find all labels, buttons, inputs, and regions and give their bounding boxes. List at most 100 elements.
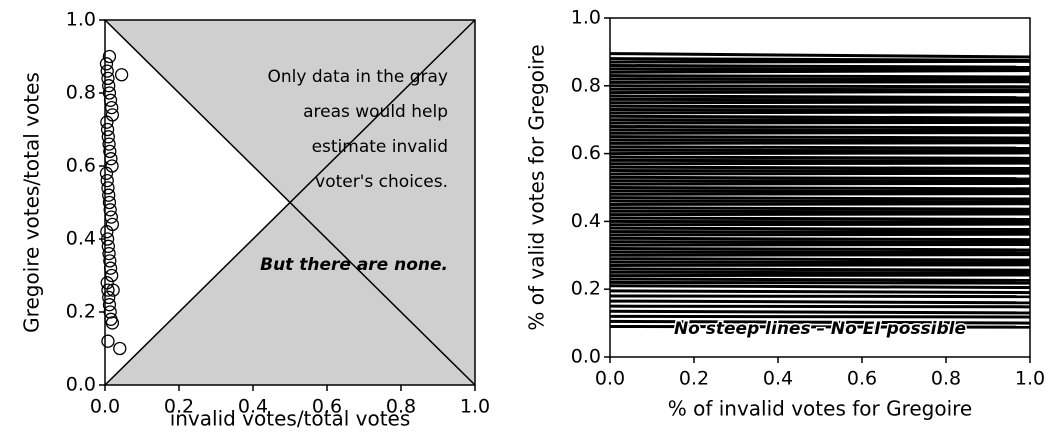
line [609, 165, 1031, 171]
line [609, 145, 1031, 150]
point [105, 316, 120, 330]
line [609, 236, 1031, 242]
x-tick-label: 0.6 [312, 396, 342, 418]
x-tick-label: 0.6 [847, 368, 877, 390]
line [609, 100, 1031, 105]
line [609, 179, 1031, 183]
line [609, 118, 1031, 122]
x-axis-label: invalid votes/total votes [170, 407, 411, 431]
line [609, 219, 1031, 224]
point [103, 144, 117, 159]
point [101, 239, 115, 253]
annotation: voter's choices. [315, 172, 448, 192]
line [609, 94, 1031, 100]
line [609, 222, 1031, 227]
line [609, 199, 1031, 204]
line [609, 294, 1031, 299]
line [609, 141, 1031, 145]
line [609, 171, 1031, 176]
point [103, 203, 117, 217]
annotation: But there are none. [260, 255, 448, 275]
annotation: estimate invalid [312, 137, 448, 157]
point [102, 79, 116, 93]
line [609, 232, 1031, 237]
y-axis-label: % of valid votes for Gregoire [525, 44, 549, 330]
line [609, 202, 1031, 206]
line [609, 148, 1031, 153]
line [609, 253, 1031, 257]
x-tick-label: 0.2 [679, 368, 709, 390]
point [100, 115, 114, 129]
line [609, 196, 1031, 201]
x-axis-label: % of invalid votes for Gregoire [668, 397, 973, 421]
line [609, 169, 1031, 173]
point [106, 283, 120, 297]
line [609, 277, 1031, 282]
line [609, 206, 1031, 211]
line [609, 216, 1031, 221]
line [609, 280, 1031, 285]
line [609, 240, 1031, 244]
line [609, 124, 1031, 130]
line [609, 186, 1031, 191]
diagonal [104, 19, 476, 386]
line [609, 267, 1031, 272]
point [100, 173, 114, 188]
line [609, 247, 1031, 252]
line [609, 270, 1031, 275]
y-tick-label: 0.6 [571, 142, 601, 164]
y-tick-label: 0.8 [571, 74, 601, 96]
y-tick-label: 1.0 [571, 7, 601, 29]
line [609, 175, 1031, 181]
point [100, 64, 114, 78]
line [609, 97, 1031, 102]
x-tick-label: 0.8 [931, 368, 961, 390]
line [609, 284, 1031, 290]
y-tick-label: 0.2 [66, 301, 96, 323]
line [609, 324, 1031, 329]
line [609, 120, 1031, 125]
y-tick-label: 0.0 [66, 374, 96, 396]
line [609, 257, 1031, 262]
line [609, 77, 1031, 82]
line [609, 114, 1031, 120]
line [609, 250, 1031, 255]
line [609, 90, 1031, 95]
x-tick-label: 0.2 [164, 396, 194, 418]
line [609, 319, 1031, 325]
line [609, 304, 1031, 309]
point [102, 298, 117, 312]
line [609, 314, 1031, 319]
line [609, 309, 1031, 315]
line [609, 104, 1031, 109]
y-tick-label: 0.0 [571, 346, 601, 368]
point [99, 57, 114, 71]
annotation: areas would help [303, 102, 448, 122]
line [609, 59, 1031, 64]
line [609, 192, 1031, 196]
point [101, 71, 115, 86]
point [102, 137, 116, 151]
x-tick-label: 1.0 [1015, 368, 1045, 390]
point [101, 130, 115, 144]
annotation: Only data in the gray [267, 67, 448, 87]
x-tick-label: 0.4 [763, 368, 793, 390]
panel: No steep lines – No EI possible 0.0 0.2 0.4… [525, 7, 1046, 421]
plot-frame [609, 17, 1031, 358]
x-tick-label: 0.0 [90, 396, 120, 418]
line [609, 181, 1031, 186]
point [115, 68, 129, 82]
line [609, 84, 1031, 89]
x-tick-label: 0.8 [386, 396, 416, 418]
line [609, 189, 1031, 194]
line [609, 289, 1031, 295]
line [609, 63, 1031, 69]
line [609, 155, 1031, 160]
panel: Only data in the gray areas would help est… [20, 9, 491, 431]
y-axis-label: Gregoire votes/total votes [20, 72, 44, 333]
y-tick-label: 0.4 [66, 228, 96, 250]
line [609, 273, 1031, 278]
line [609, 110, 1031, 115]
point [100, 122, 115, 137]
